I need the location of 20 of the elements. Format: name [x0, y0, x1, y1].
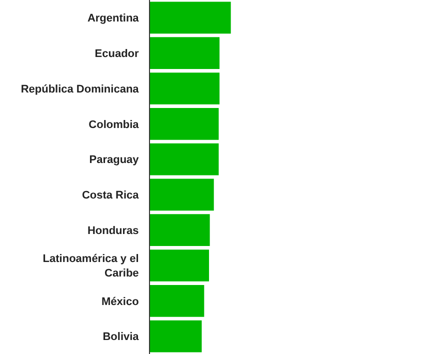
- bar: [150, 284, 204, 317]
- y-tick-label: Argentina: [87, 12, 140, 25]
- bar: [150, 143, 219, 176]
- bar: [150, 37, 220, 70]
- y-tick-label: Colombia: [88, 118, 140, 131]
- y-tick-label: México: [102, 296, 140, 308]
- y-tick-label: Costa Rica: [82, 190, 140, 202]
- bar: [150, 108, 219, 140]
- bar: [150, 250, 210, 282]
- bar: [150, 2, 231, 34]
- y-tick-label: Latinoamérica y el Caribe: [42, 253, 139, 280]
- bar: [150, 178, 214, 211]
- y-tick-label: República Dominicana: [20, 83, 140, 96]
- bar: [150, 214, 210, 246]
- y-tick-label: Bolivia: [102, 331, 140, 344]
- y-tick-label: Paraguay: [89, 154, 140, 166]
- bar: [150, 72, 220, 104]
- bar: [150, 320, 202, 352]
- y-tick-label: Honduras: [87, 224, 139, 237]
- y-tick-label: Ecuador: [94, 48, 140, 60]
